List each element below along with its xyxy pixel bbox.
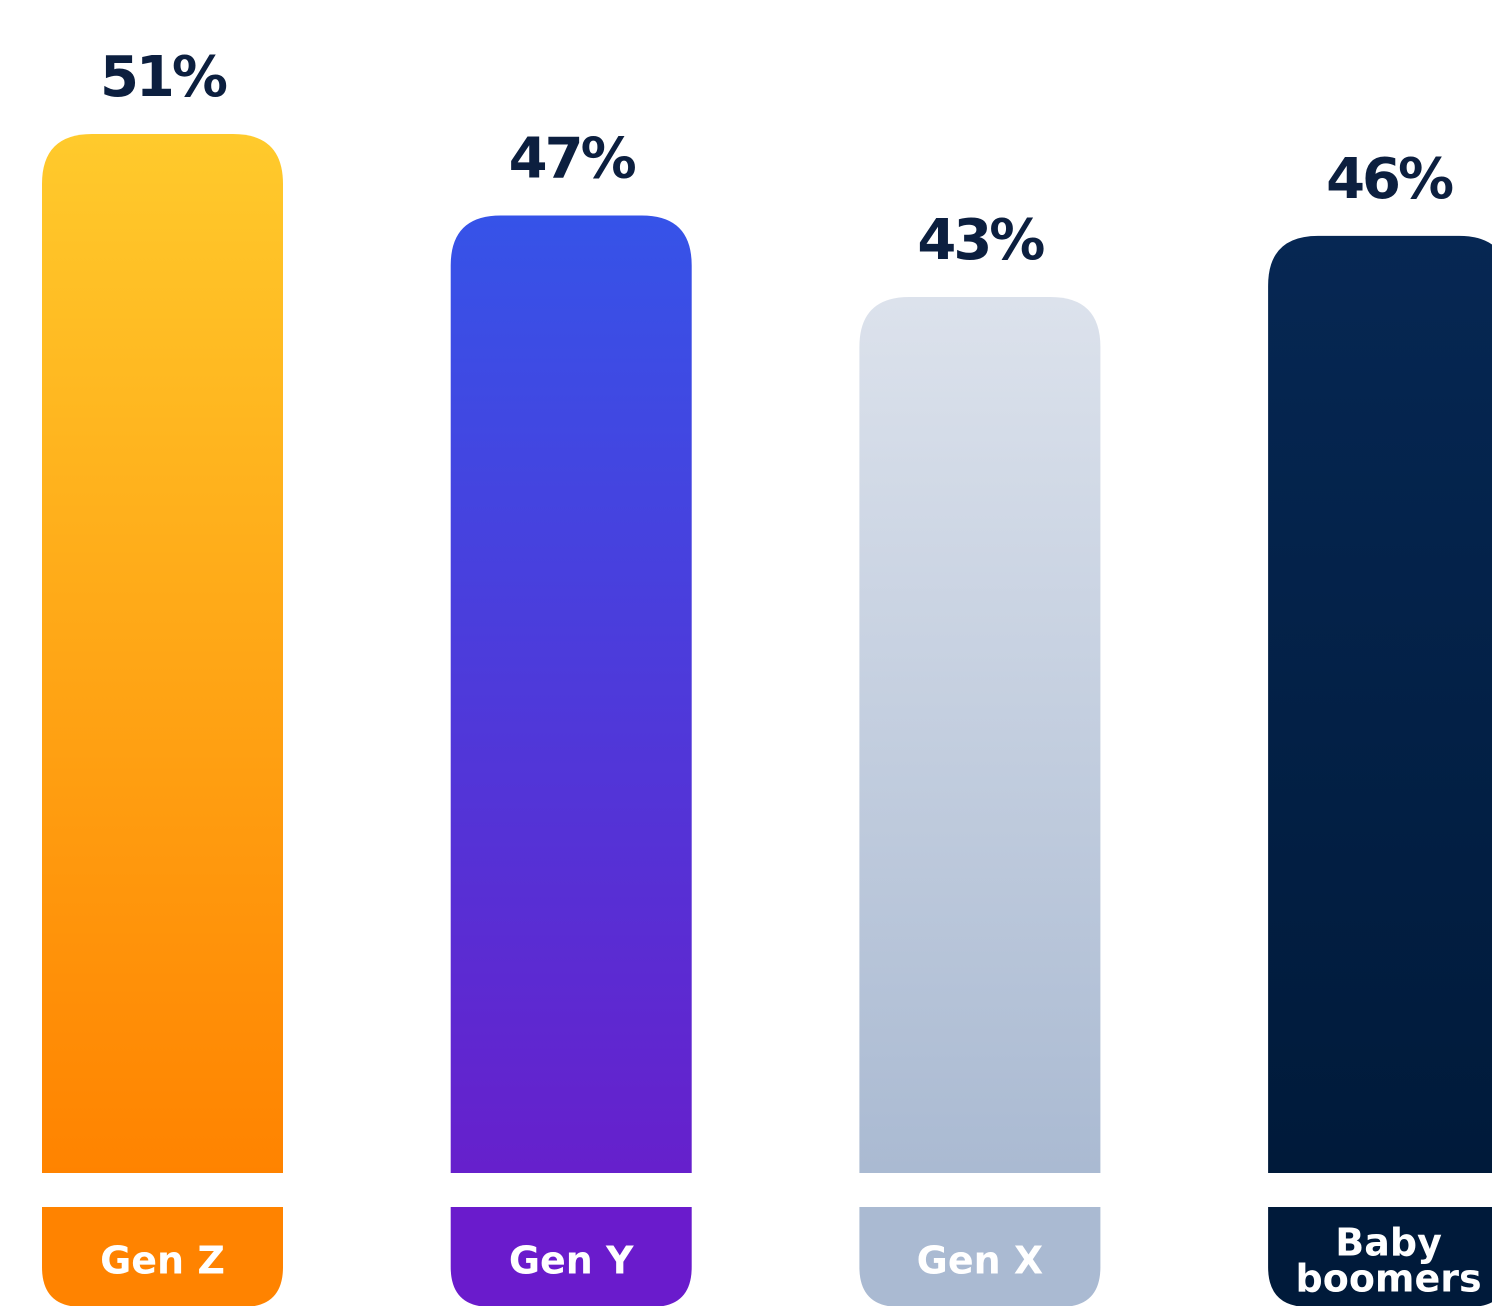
category-label-gen-y: Gen Y (509, 1239, 634, 1283)
bar-gen-y (450, 215, 692, 1174)
category-label-line: Gen Z (100, 1239, 225, 1283)
category-label-line: Gen X (917, 1239, 1044, 1283)
category-label-gen-z: Gen Z (100, 1239, 225, 1283)
value-label-gen-y: 47% (509, 126, 636, 191)
category-label-baby-boomers: Baby boomers (1296, 1221, 1482, 1301)
category-tab-gen-y (450, 1207, 692, 1306)
value-label-baby-boomers: 46% (1326, 147, 1453, 212)
category-tabs: Gen Z Gen Y Gen X Baby boomers (42, 1207, 1492, 1306)
category-label-line: boomers (1296, 1257, 1482, 1301)
bars (42, 134, 1492, 1174)
value-label-gen-z: 51% (100, 45, 227, 110)
bar-baby-boomers (1268, 235, 1492, 1173)
category-label-gen-x: Gen X (917, 1239, 1044, 1283)
category-label-line: Baby (1335, 1221, 1442, 1265)
category-tab-gen-z (42, 1207, 283, 1306)
value-labels: 51% 47% 43% 46% (100, 45, 1456, 273)
value-label-gen-x: 43% (917, 208, 1044, 273)
category-label-line: Gen Y (509, 1239, 634, 1283)
bar-gen-z (42, 134, 283, 1173)
category-tab-gen-x (859, 1207, 1101, 1306)
category-tab-baby-boomers (1268, 1207, 1492, 1306)
bar-gen-x (859, 296, 1101, 1174)
